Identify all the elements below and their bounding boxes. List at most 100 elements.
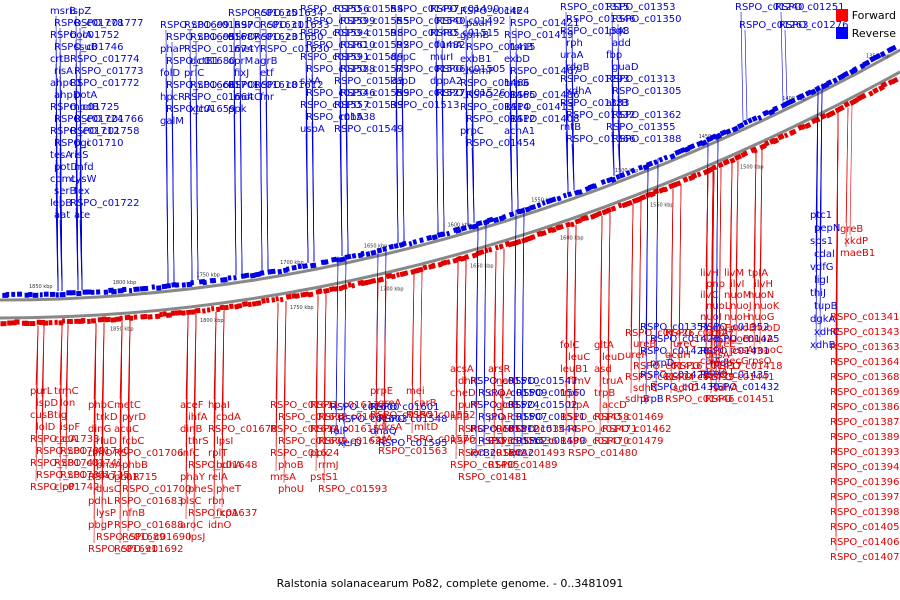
gene-label[interactable]: tex (74, 186, 90, 197)
gene-label[interactable]: RSPO_c01595 (378, 438, 448, 449)
gene-label[interactable]: risA (54, 66, 73, 77)
gene-label[interactable]: cvpA (488, 388, 513, 399)
gene-label[interactable]: aat (54, 210, 70, 221)
gene-label[interactable]: RSPO_c01527 (396, 88, 466, 99)
gene-label[interactable]: nuoF (706, 323, 731, 334)
gene-label[interactable]: rplT (208, 448, 228, 459)
gene-label[interactable]: RSPO_c01593 (318, 484, 388, 495)
gene-label[interactable]: prpB (640, 394, 664, 405)
gene-label[interactable]: nuoH (724, 312, 750, 323)
gene-label[interactable]: RSPO_c01407 (830, 552, 900, 563)
gene-label[interactable]: RSPO_c01734 (36, 470, 106, 481)
gene-label[interactable]: hrpG (504, 78, 529, 89)
gene-label[interactable]: RSPO_c01612 (254, 80, 324, 91)
gene-label[interactable]: gltA (594, 340, 614, 351)
gene-label[interactable]: phbB (122, 460, 148, 471)
gene-label[interactable]: RSPO_c01664 (184, 92, 254, 103)
gene-label[interactable]: RSPO_c01683 (114, 496, 184, 507)
gene-label[interactable]: RSPO_c01404 (625, 372, 695, 383)
gene-label[interactable]: RSPO_c01413 (504, 102, 574, 113)
gene-label[interactable]: rbn (208, 496, 225, 507)
gene-label[interactable]: tpIA (748, 268, 768, 279)
gene-label[interactable]: RSPO_c01611 (270, 400, 340, 411)
gene-label[interactable]: nfnB (122, 508, 145, 519)
gene-label[interactable]: ihfA (188, 412, 208, 423)
gene-label[interactable]: RSPO_c01573 (340, 64, 410, 75)
gene-label[interactable]: RSPO_c01505 (436, 64, 506, 75)
gene-label[interactable]: RSPO_c01351 (640, 322, 710, 333)
gene-label[interactable]: RSPO_c01414 (460, 102, 530, 113)
gene-label[interactable]: RSPO_c01515 (430, 28, 500, 39)
gene-label[interactable]: ilvC (700, 290, 718, 301)
gene-label[interactable]: RSPO_c01428 (640, 346, 710, 357)
gene-label[interactable]: pdhL (88, 496, 113, 507)
gene-label[interactable]: RSPO_c01724 (54, 114, 124, 125)
gene-label[interactable]: ispF (60, 422, 80, 433)
gene-label[interactable]: RSPO_c01552 (406, 410, 476, 421)
gene-label[interactable]: ligI (814, 275, 829, 286)
gene-label[interactable]: leuC (568, 352, 590, 363)
gene-label[interactable]: RSPO_c01536 (488, 436, 558, 447)
gene-label[interactable]: RSPO_c01362 (612, 110, 682, 121)
gene-label[interactable]: RSPO_c01600 (330, 402, 400, 413)
gene-label[interactable]: trpF (560, 388, 580, 399)
gene-label[interactable]: nuoN (748, 290, 774, 301)
gene-label[interactable]: acuC (114, 424, 139, 435)
gene-label[interactable]: RSPO_c01405 (830, 522, 900, 533)
gene-label[interactable]: RSPO_c01493 (496, 448, 566, 459)
gene-label[interactable]: RSPO_c01606 (318, 412, 388, 423)
gene-label[interactable]: RSPO_c01743 (30, 458, 100, 469)
gene-label[interactable]: RSPO_c01563 (378, 446, 448, 457)
gene-label[interactable]: leuB1 (560, 364, 589, 375)
gene-label[interactable]: lysP (96, 508, 116, 519)
gene-label[interactable]: sps1 (810, 236, 833, 247)
gene-label[interactable]: prpC (460, 126, 484, 137)
gene-label[interactable]: RSPO_c01622 (318, 436, 388, 447)
gene-label[interactable]: RSPO_c01733 (30, 434, 100, 445)
gene-label[interactable]: cysW (70, 174, 97, 185)
gene-label[interactable]: RSPO_c01559 (340, 88, 410, 99)
gene-label[interactable]: mfd (74, 162, 94, 173)
gene-label[interactable]: RSPO_c01544 (508, 424, 578, 435)
gene-label[interactable]: RSPO_c01408 (510, 114, 580, 125)
gene-label[interactable]: nuoK (754, 301, 780, 312)
gene-label[interactable]: RSPO_c01538 (306, 112, 376, 123)
gene-label[interactable]: nuoJ (730, 301, 752, 312)
gene-label[interactable]: RSPO_c01614 (270, 424, 340, 435)
gene-label[interactable]: ureE (713, 339, 736, 350)
gene-label[interactable]: RSPO_c01467 (510, 66, 580, 77)
gene-label[interactable]: dppC (390, 52, 416, 63)
gene-label[interactable]: RSPO_c01773 (74, 66, 144, 77)
gene-label[interactable]: RSPO_c01495 (450, 460, 520, 471)
gene-label[interactable]: RSPO_c01634 (254, 8, 324, 19)
gene-label[interactable]: fimV (568, 376, 591, 387)
gene-label[interactable]: fbp (606, 50, 622, 61)
gene-label[interactable]: ispZ (70, 6, 91, 17)
gene-label[interactable]: relA (208, 472, 228, 483)
gene-label[interactable]: tupB (814, 301, 838, 312)
gene-label[interactable]: RSPO_c01706 (114, 448, 184, 459)
gene-label[interactable]: RSPO_c01725 (50, 102, 120, 113)
gene-label[interactable]: RSPO_c01697 (184, 20, 254, 31)
gene-label[interactable]: phaA (96, 460, 122, 471)
gene-label[interactable]: RSPO_c01470 (560, 436, 630, 447)
gene-label[interactable]: RSPO_c01332 (566, 110, 636, 121)
gene-label[interactable]: RSPO_c01305 (612, 86, 682, 97)
gene-label[interactable]: clpP (54, 482, 75, 493)
gene-label[interactable]: RSPO_c01482 (396, 40, 466, 51)
gene-label[interactable]: ureB (633, 339, 656, 350)
gene-label[interactable]: RSPO_c01618 (228, 80, 298, 91)
gene-label[interactable]: RSPO_c01546 (306, 88, 376, 99)
gene-label[interactable]: secG (724, 356, 749, 367)
gene-label[interactable]: RSPO_c01435 (700, 370, 770, 381)
gene-label[interactable]: RSPO_c01369 (830, 387, 900, 398)
gene-label[interactable]: RSPO_c01486 (510, 90, 580, 101)
gene-label[interactable]: RSPO_c01396 (830, 477, 900, 488)
gene-label[interactable]: RSPO_c01701 (190, 80, 260, 91)
gene-label[interactable]: RSPO_c01419 (504, 30, 574, 41)
gene-label[interactable]: potA (74, 90, 97, 101)
gene-label[interactable]: RSPO_c01630 (260, 44, 330, 55)
gene-label[interactable]: RSPO_c01393 (830, 447, 900, 458)
gene-label[interactable]: nuoD (754, 323, 781, 334)
gene-label[interactable]: RSPO_c01549 (334, 124, 404, 135)
